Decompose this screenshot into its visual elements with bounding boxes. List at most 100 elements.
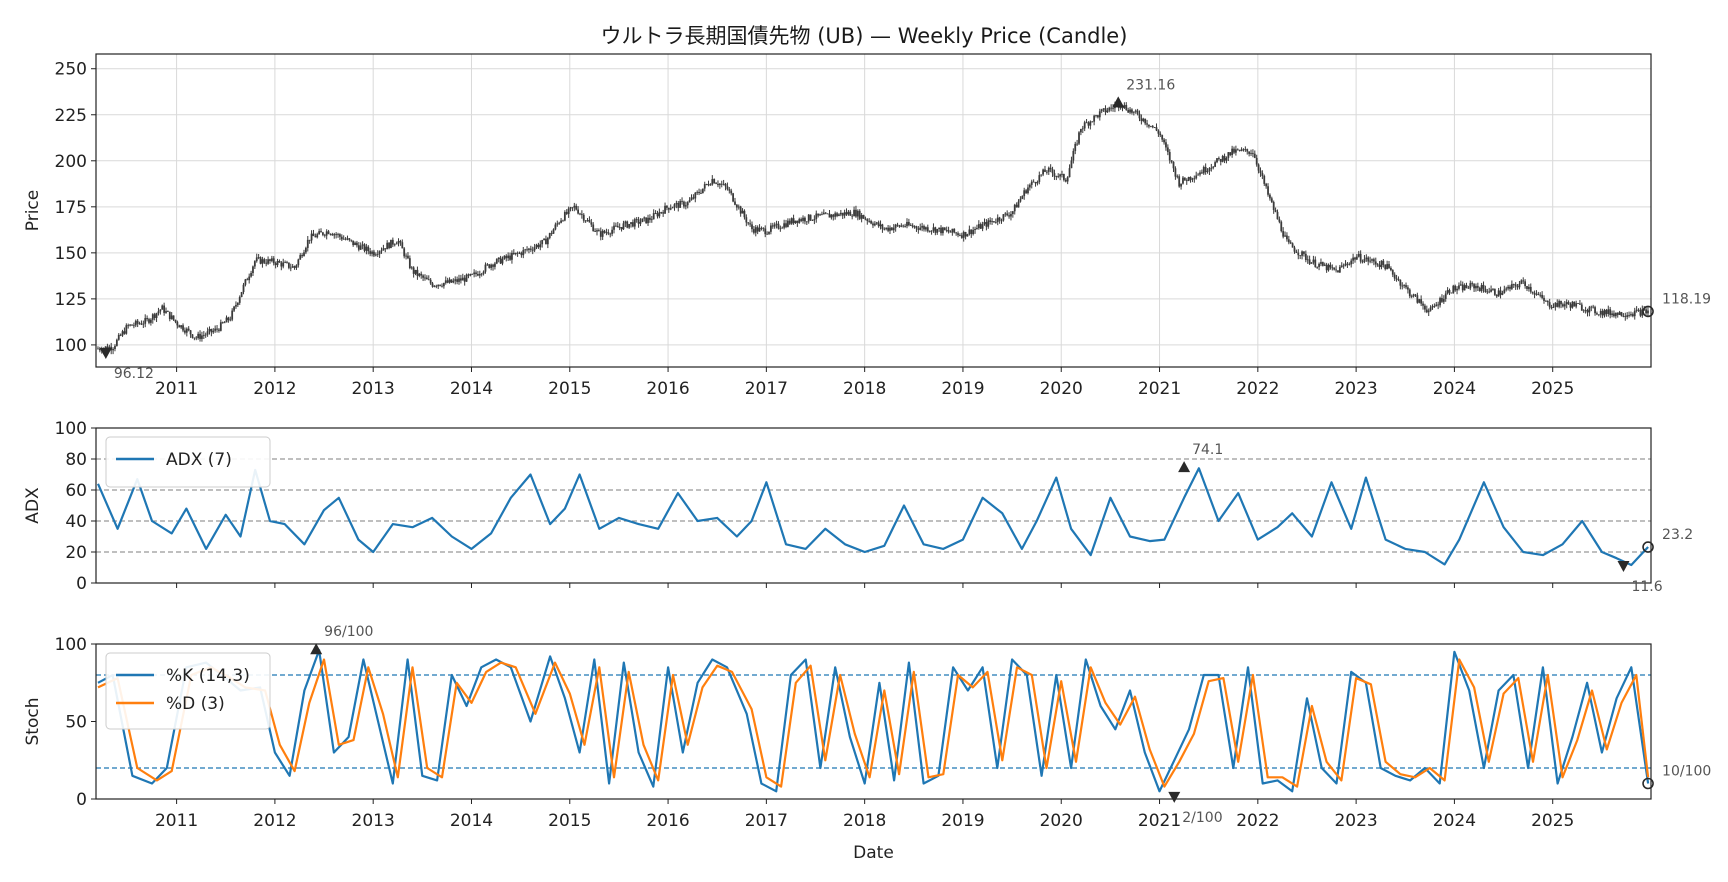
- candle-body: [1565, 302, 1568, 305]
- y-tick-label: 80: [65, 450, 87, 470]
- candle-body: [1429, 307, 1432, 311]
- candle-body: [1611, 313, 1613, 316]
- candle-body: [1174, 168, 1177, 177]
- candle-body: [666, 205, 668, 208]
- candle-body: [959, 235, 961, 236]
- candle-body: [1166, 147, 1169, 153]
- candle-body: [751, 224, 753, 230]
- candle-body: [1310, 262, 1313, 264]
- candle-body: [1363, 259, 1366, 262]
- candle-body: [537, 244, 540, 248]
- candle-body: [1027, 187, 1029, 194]
- candle-body: [401, 242, 404, 249]
- candle-body: [807, 214, 810, 222]
- candle-body: [567, 208, 570, 214]
- candle-body: [1367, 257, 1370, 262]
- candle-body: [414, 269, 417, 274]
- candle-body: [1172, 161, 1175, 169]
- candle-body: [520, 252, 523, 256]
- candle-body: [760, 227, 763, 229]
- candle-body: [144, 318, 147, 324]
- y-axis-label: ADX: [23, 487, 43, 524]
- candle-body: [1051, 169, 1054, 174]
- candle-body: [1036, 181, 1039, 184]
- candle-body: [1333, 267, 1336, 270]
- candle-body: [1337, 270, 1339, 273]
- candle-body: [1442, 298, 1445, 302]
- candle-body: [382, 248, 385, 251]
- candle-body: [1579, 303, 1581, 305]
- candle-body: [1287, 239, 1290, 243]
- candle-body: [1010, 214, 1012, 217]
- candle-body: [1522, 280, 1525, 282]
- candle-body: [127, 325, 130, 327]
- candle-body: [495, 259, 498, 264]
- candle-body: [603, 230, 606, 233]
- candle-body: [1340, 265, 1343, 267]
- candle-body: [1512, 284, 1515, 285]
- candle-body: [373, 251, 375, 256]
- candle-body: [1274, 210, 1277, 212]
- candle-body: [805, 221, 808, 223]
- annotation-marker-last: [1642, 777, 1654, 790]
- candle-body: [632, 222, 634, 227]
- candle-body: [233, 306, 235, 311]
- candle-body: [269, 259, 271, 261]
- candle-body: [1543, 297, 1545, 301]
- y-tick-label: 100: [55, 336, 87, 356]
- candle-body: [1238, 149, 1241, 151]
- candle-body: [667, 207, 670, 210]
- candle-body: [477, 274, 479, 276]
- legend-box: [105, 652, 271, 730]
- candle-body: [641, 218, 644, 223]
- x-tick-label: 2011: [155, 811, 198, 831]
- candle-body: [790, 218, 793, 224]
- x-tick-label: 2015: [548, 811, 591, 831]
- candle-body: [442, 282, 445, 287]
- candle-body: [1520, 280, 1523, 284]
- candle-body: [717, 183, 719, 186]
- candle-body: [654, 213, 657, 214]
- candle-body: [289, 267, 292, 269]
- candle-body: [1244, 149, 1247, 150]
- candle-body: [1488, 291, 1491, 293]
- candle-body: [1253, 153, 1256, 158]
- candle-body: [713, 179, 716, 184]
- candle-body: [1405, 285, 1407, 288]
- candle-body: [756, 227, 759, 232]
- candle-body: [817, 213, 820, 216]
- candle-body: [1567, 302, 1570, 305]
- y-tick-label: 100: [55, 419, 87, 439]
- candle-body: [560, 220, 562, 223]
- candle-body: [172, 315, 175, 320]
- candle-body: [1017, 201, 1020, 208]
- candle-body: [270, 258, 273, 261]
- candle-body: [1461, 284, 1464, 291]
- candle-body: [645, 217, 648, 224]
- candle-body: [911, 225, 914, 227]
- candle-body: [1076, 143, 1079, 145]
- candle-body: [1168, 152, 1171, 161]
- candle-body: [1093, 115, 1096, 122]
- candle-body: [1320, 262, 1322, 264]
- candle-body: [1155, 127, 1158, 131]
- candle-body: [804, 217, 806, 222]
- candle-body: [157, 311, 160, 314]
- candle-body: [435, 285, 438, 287]
- candle-body: [832, 214, 835, 217]
- candle-body: [788, 220, 791, 224]
- candle-body: [851, 215, 854, 217]
- candle-body: [1329, 264, 1332, 268]
- candle-body: [554, 224, 557, 230]
- candle-body: [408, 258, 411, 269]
- annotation-label-max: 231.16: [1126, 77, 1175, 93]
- candle-body: [282, 262, 285, 267]
- candle-body: [664, 205, 666, 214]
- candle-body: [1013, 204, 1016, 212]
- candle-body: [573, 205, 576, 208]
- candle-body: [286, 262, 288, 264]
- x-tick-label: 2020: [1040, 811, 1083, 831]
- candle-body: [1418, 299, 1421, 303]
- candle-body: [669, 208, 672, 210]
- candle-body: [1219, 159, 1222, 162]
